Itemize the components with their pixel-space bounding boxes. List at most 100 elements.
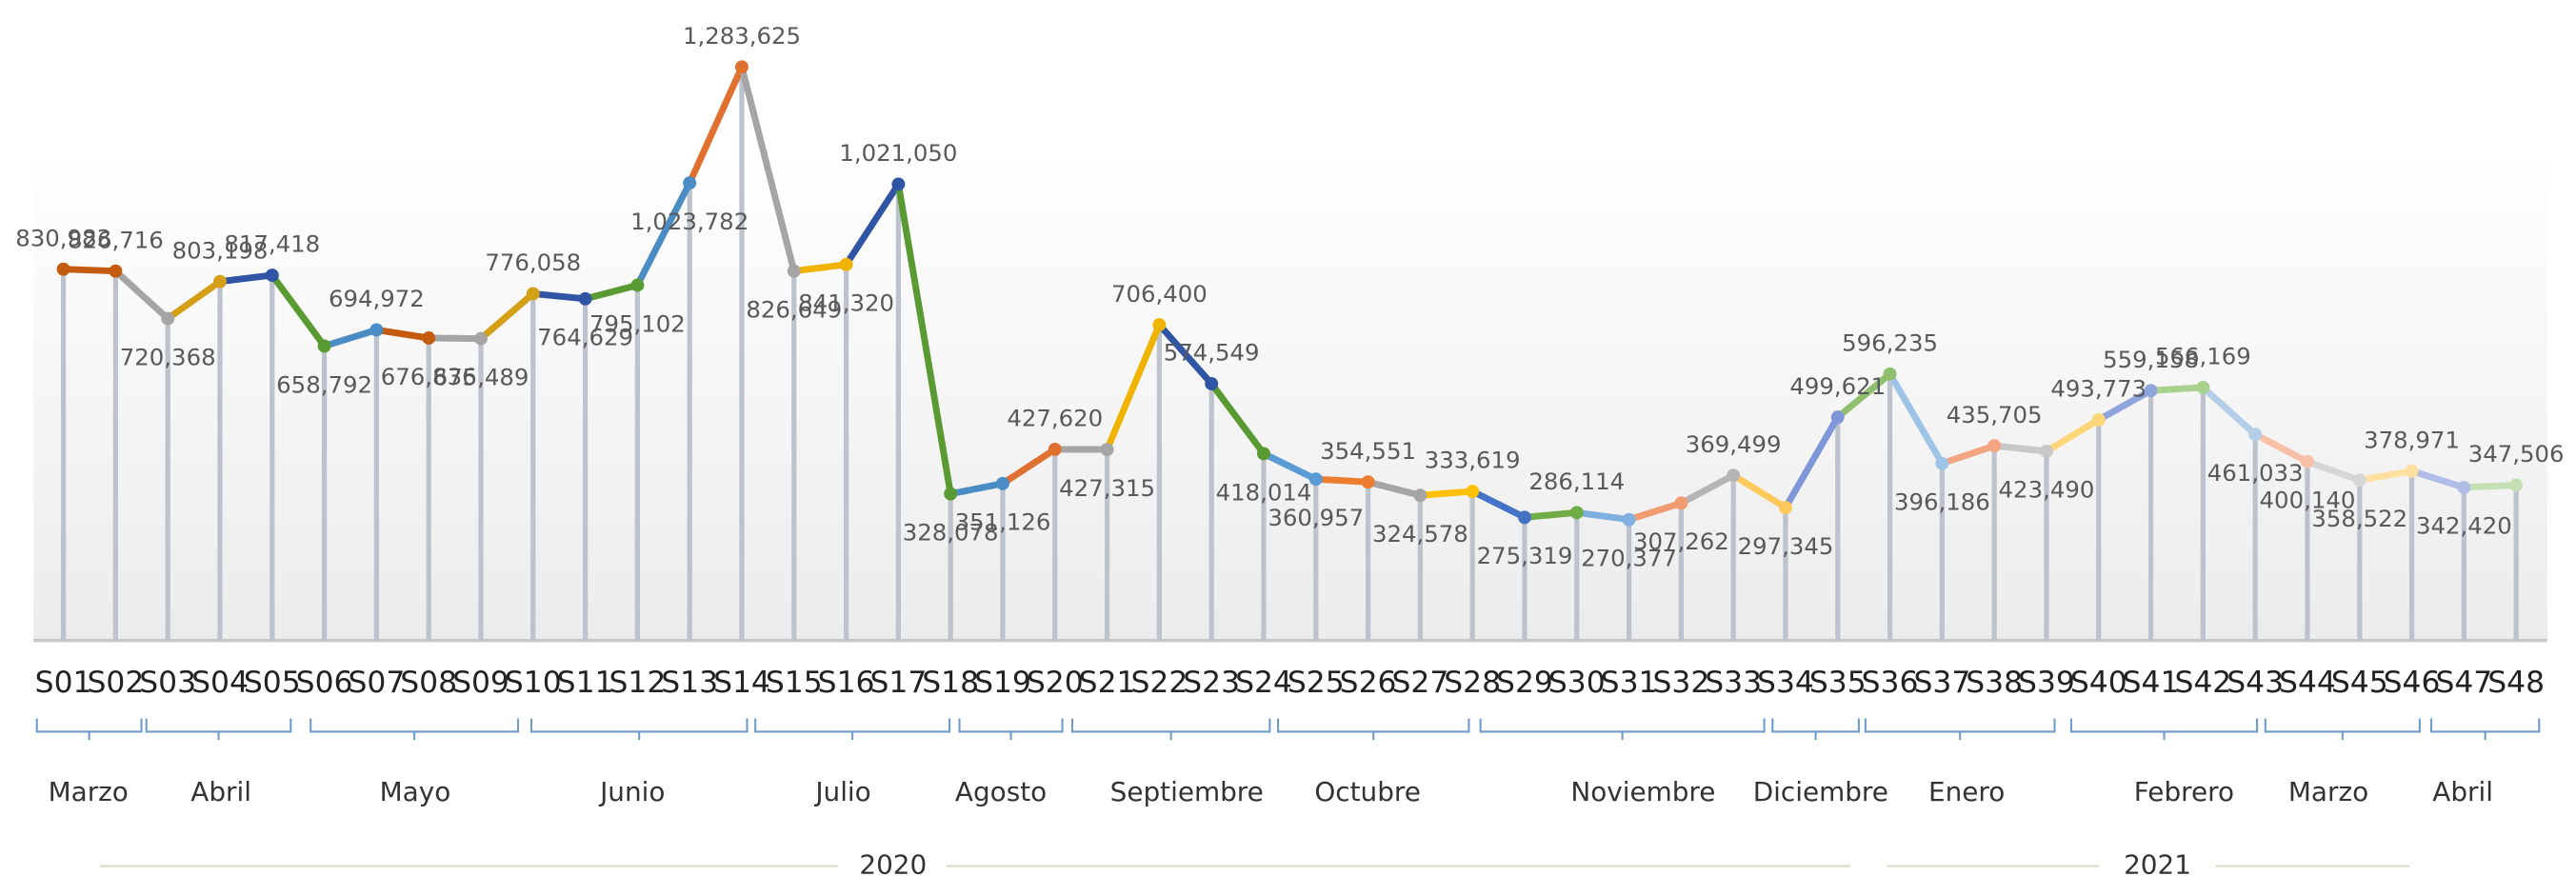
line-segment <box>1521 508 1581 521</box>
marker <box>1361 475 1375 489</box>
x-tick-label: S36 <box>1862 666 1919 700</box>
line-segment <box>372 327 432 342</box>
marker <box>1727 468 1741 483</box>
x-tick-label: S43 <box>2227 666 2284 700</box>
line-segment <box>1365 478 1424 499</box>
x-tick-label: S31 <box>1601 666 1658 700</box>
value-label: 720,368 <box>120 343 216 370</box>
marker <box>1100 443 1114 457</box>
value-label: 675,489 <box>433 363 529 390</box>
x-tick-label: S27 <box>1391 666 1448 700</box>
marker <box>2039 444 2053 458</box>
marker <box>2300 454 2314 468</box>
marker <box>213 274 227 289</box>
value-label: 297,345 <box>1738 532 1834 560</box>
month-label: Diciembre <box>1753 776 1888 807</box>
x-tick-label: S15 <box>766 666 823 700</box>
line-segment <box>164 278 224 323</box>
x-tick-label: S16 <box>818 666 875 700</box>
month-label: Marzo <box>2288 776 2368 807</box>
line-segment <box>2408 468 2467 491</box>
value-label: 658,792 <box>276 370 372 398</box>
x-tick-label: S28 <box>1444 666 1501 700</box>
month-bracket <box>1277 718 1470 741</box>
x-tick-label: S24 <box>1235 666 1292 700</box>
value-label: 275,319 <box>1477 542 1573 569</box>
x-tick-label: S22 <box>1130 666 1188 700</box>
marker <box>2144 384 2158 398</box>
month-bracket <box>1479 718 1766 741</box>
line-segment <box>2304 458 2364 484</box>
marker <box>265 269 279 283</box>
x-tick-label: S39 <box>2018 666 2075 700</box>
line-segment <box>2043 416 2103 455</box>
marker <box>1935 456 1949 470</box>
marker <box>2196 380 2210 394</box>
x-tick-label: S41 <box>2123 666 2180 700</box>
value-label: 333,619 <box>1425 447 1521 474</box>
value-label: 764,629 <box>537 324 633 351</box>
line-segment <box>425 334 485 343</box>
plot-background <box>33 149 2547 641</box>
value-label: 358,522 <box>2311 505 2407 532</box>
value-label: 324,578 <box>1372 520 1468 548</box>
line-segment <box>2199 384 2259 438</box>
value-label: 776,058 <box>485 249 581 276</box>
value-label: 378,971 <box>2364 426 2460 453</box>
line-segment <box>790 261 850 275</box>
line-segment <box>738 63 798 275</box>
year-label: 2020 <box>859 849 927 876</box>
value-label: 559,158 <box>2103 346 2199 373</box>
marker <box>1048 442 1062 456</box>
x-tick-label: S01 <box>35 666 92 700</box>
value-label: 795,102 <box>589 309 686 337</box>
marker <box>2352 473 2366 488</box>
x-tick-label: S05 <box>244 666 301 700</box>
line-segment <box>1834 370 1894 421</box>
x-tick-label: S33 <box>1705 666 1762 700</box>
marker <box>1778 501 1792 515</box>
value-label: 830,983 <box>15 224 111 251</box>
value-label: 817,418 <box>224 230 320 258</box>
x-tick-label: S44 <box>2279 666 2336 700</box>
month-label: Mayo <box>380 776 451 807</box>
line-segment <box>1416 488 1476 499</box>
value-label: 803,198 <box>172 236 269 264</box>
line-segment <box>2251 430 2311 466</box>
line-segment <box>1782 413 1842 511</box>
line-segment <box>1729 471 1789 511</box>
value-label: 493,773 <box>2050 375 2147 403</box>
line-segment <box>111 268 171 323</box>
month-bracket <box>529 718 749 741</box>
line-segment <box>1104 321 1163 453</box>
marker <box>1257 447 1270 461</box>
marker <box>1622 512 1636 527</box>
marker <box>474 331 488 346</box>
x-tick-label: S42 <box>2174 666 2231 700</box>
value-label: 499,621 <box>1789 372 1886 400</box>
x-tick-label: S37 <box>1913 666 1970 700</box>
x-tick-label: S21 <box>1079 666 1136 700</box>
marker <box>1987 439 2002 453</box>
marker <box>1830 410 1845 425</box>
line-segment <box>1626 499 1685 524</box>
marker <box>56 262 70 276</box>
line-segment <box>2356 468 2416 484</box>
x-tick-label: S40 <box>2070 666 2127 700</box>
x-tick-label: S34 <box>1757 666 1814 700</box>
marker <box>317 339 331 353</box>
value-label: 566,169 <box>2155 343 2251 370</box>
marker <box>109 264 123 278</box>
x-tick-label: S18 <box>922 666 979 700</box>
value-label: 418,014 <box>1216 478 1312 506</box>
value-label: 360,957 <box>1268 504 1364 531</box>
value-label: 435,705 <box>1947 401 2043 428</box>
line-segment <box>269 271 329 349</box>
x-tick-label: S02 <box>87 666 144 700</box>
marker <box>891 177 906 191</box>
value-label: 328,078 <box>903 518 999 546</box>
x-tick-label: S23 <box>1183 666 1240 700</box>
month-label: Octubre <box>1314 776 1420 807</box>
x-tick-label: S45 <box>2331 666 2388 700</box>
value-label: 342,420 <box>2416 512 2512 540</box>
